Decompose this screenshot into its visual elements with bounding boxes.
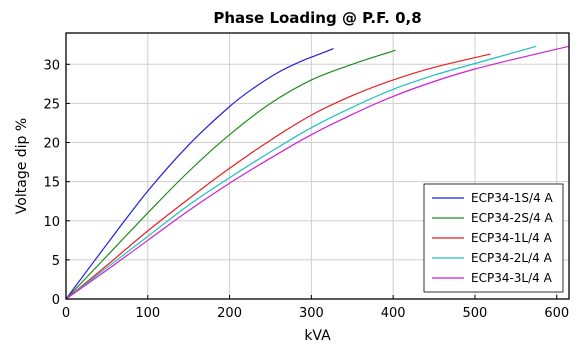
- series-line: [65, 45, 537, 300]
- y-axis-label: Voltage dip %: [14, 118, 30, 214]
- series-line: [65, 48, 334, 300]
- series-line: [65, 49, 396, 300]
- x-tick-label: 300: [299, 306, 324, 321]
- legend-item-label: ECP34-3L/4 A: [471, 271, 553, 285]
- chart-title: Phase Loading @ P.F. 0,8: [213, 9, 421, 27]
- y-tick-label: 30: [43, 58, 60, 73]
- y-tick-label: 25: [43, 97, 60, 112]
- y-tick-label: 15: [43, 176, 60, 191]
- y-tick-label: 10: [43, 215, 60, 230]
- series-line: [65, 45, 570, 300]
- legend: ECP34-1S/4 A ECP34-2S/4 A ECP34-1L/4 A ECP3…: [423, 183, 564, 293]
- x-tick-label: 200: [217, 306, 242, 321]
- axis-ticks: 0 100 200 300 400 500 600 0 5 10 15 20 25 30: [43, 58, 569, 321]
- x-tick-label: 400: [381, 306, 406, 321]
- series-line: [65, 53, 491, 300]
- plot-frame: [65, 32, 570, 300]
- x-tick-label: 100: [135, 306, 160, 321]
- grid: [66, 33, 569, 299]
- legend-item-label: ECP34-1L/4 A: [471, 231, 553, 245]
- legend-item-label: ECP34-1S/4 A: [471, 191, 554, 205]
- x-tick-label: 0: [62, 306, 70, 321]
- x-axis-label: kVA: [304, 328, 331, 344]
- x-tick-label: 500: [463, 306, 488, 321]
- series-lines: [65, 45, 570, 300]
- y-tick-label: 0: [52, 293, 60, 308]
- legend-item-label: ECP34-2L/4 A: [471, 251, 553, 265]
- x-tick-label: 600: [544, 306, 569, 321]
- legend-item-label: ECP34-2S/4 A: [471, 211, 554, 225]
- y-tick-label: 5: [52, 254, 60, 269]
- y-tick-label: 20: [43, 137, 60, 152]
